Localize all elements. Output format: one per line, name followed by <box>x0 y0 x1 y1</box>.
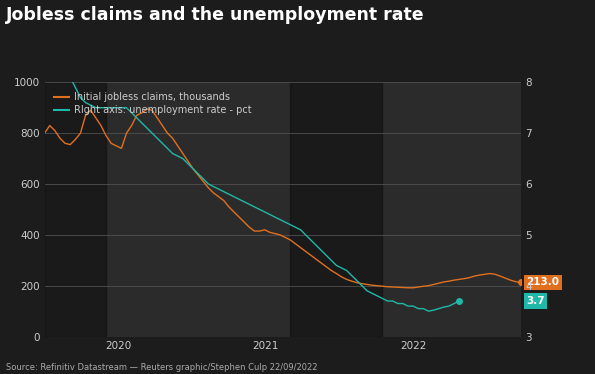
Text: 213.0: 213.0 <box>526 278 559 288</box>
Text: 3.7: 3.7 <box>526 296 545 306</box>
Bar <box>290 82 383 337</box>
Text: Jobless claims and the unemployment rate: Jobless claims and the unemployment rate <box>6 6 425 24</box>
Bar <box>45 82 106 337</box>
Text: Source: Refinitiv Datastream — Reuters graphic/Stephen Culp 22/09/2022: Source: Refinitiv Datastream — Reuters g… <box>6 363 318 372</box>
Legend: Initial jobless claims, thousands, RIght axis: unemployment rate - pct: Initial jobless claims, thousands, RIght… <box>54 92 251 115</box>
